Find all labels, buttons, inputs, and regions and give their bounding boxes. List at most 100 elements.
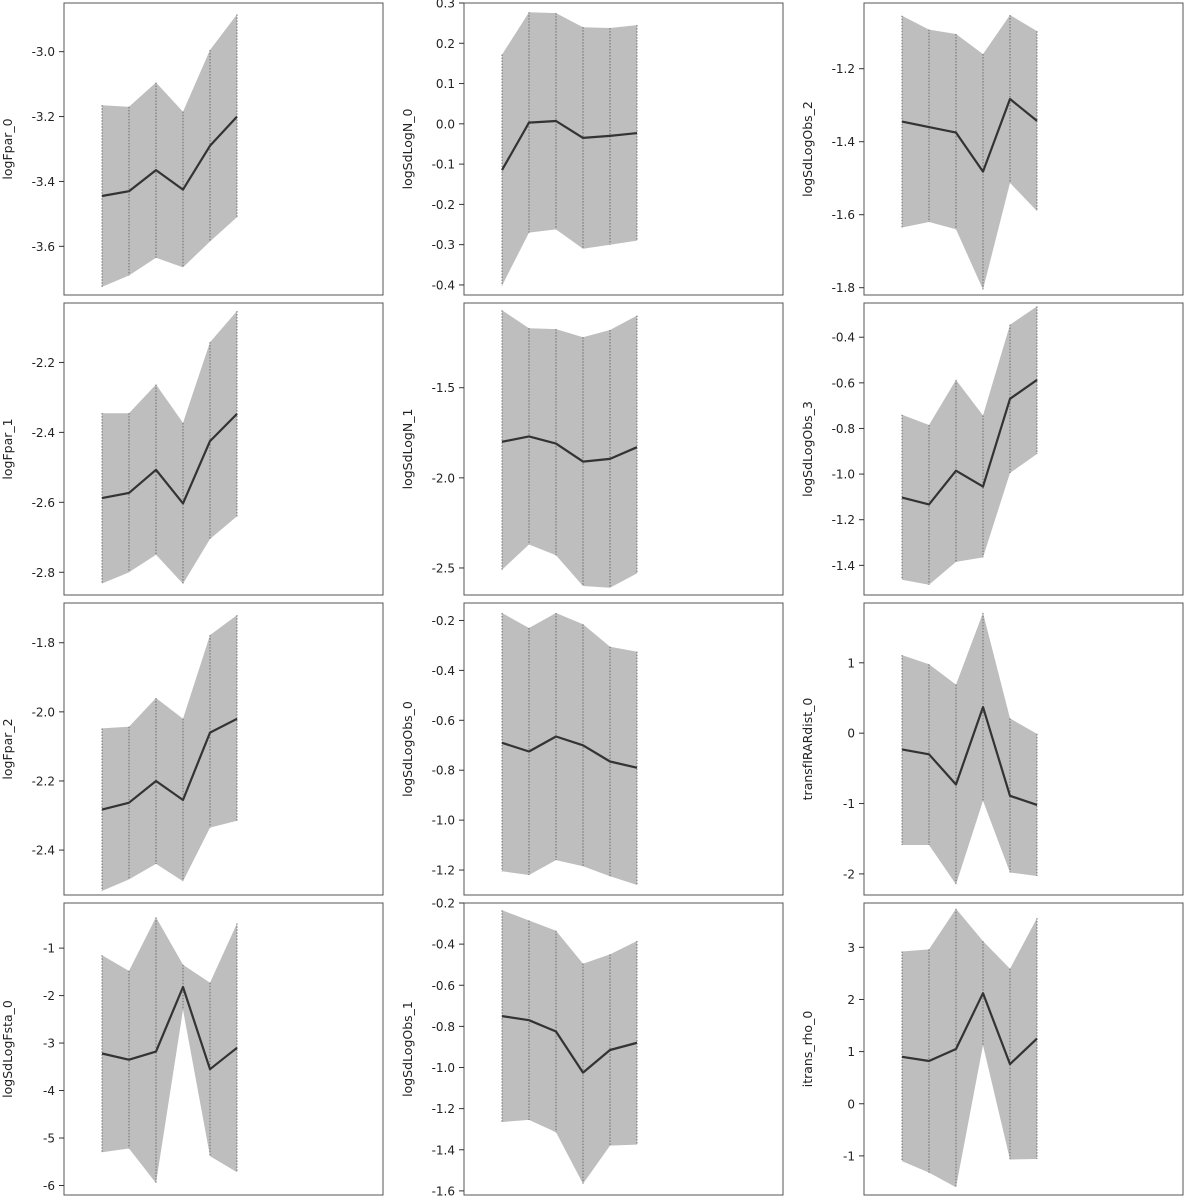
y-tick-label: -2.4 — [32, 844, 55, 858]
y-tick-label: -1.2 — [432, 864, 455, 878]
confidence-band — [902, 908, 1037, 1188]
panel-frame — [463, 602, 784, 896]
y-axis-label: logFpar_2 — [0, 718, 15, 779]
y-tick-label: -1.2 — [832, 62, 855, 76]
y-tick-label: -0.4 — [832, 331, 855, 345]
y-tick-label: -6 — [43, 1179, 55, 1193]
confidence-band — [502, 613, 637, 885]
panel-logSdLogN_0: -0.4 -0.3 -0.2 -0.1 0.0 0.1 0.2 0.3 logSdLogN_0 — [400, 0, 784, 296]
confidence-band — [502, 910, 637, 1184]
confidence-band — [502, 12, 637, 286]
y-tick-label: -0.1 — [432, 158, 455, 172]
y-axis-label: logSdLogFsta_0 — [0, 1000, 15, 1098]
panel-logSdLogObs_1: -1.6 -1.4 -1.2 -1.0 -0.8 -0.6 -0.4 -0.2 logSdLog… — [400, 897, 784, 1198]
confidence-band — [102, 917, 237, 1184]
y-tick-label: -1.6 — [432, 1184, 455, 1198]
confidence-band — [502, 310, 637, 588]
estimate-line — [101, 717, 238, 811]
y-axis-label: logFpar_0 — [0, 118, 15, 179]
estimate-line — [501, 435, 638, 463]
estimate-line — [101, 115, 238, 198]
y-tick-label: -0.2 — [432, 614, 455, 628]
y-tick-label: -0.6 — [432, 714, 455, 728]
y-tick-label: -1.6 — [832, 208, 855, 222]
y-axis-label: logSdLogObs_0 — [400, 701, 415, 797]
y-tick-label: -4 — [43, 1084, 55, 1098]
y-tick-label: 0.3 — [436, 0, 455, 11]
y-tick-label: -0.4 — [432, 278, 455, 292]
y-tick-label: -0.8 — [432, 1020, 455, 1034]
y-axis-label: itrans_rho_0 — [800, 1011, 815, 1088]
y-tick-label: -2.5 — [432, 561, 455, 575]
y-tick-label: -0.2 — [432, 198, 455, 212]
y-tick-label: -2.0 — [432, 471, 455, 485]
y-tick-label: -2.2 — [32, 774, 55, 788]
panel-logFpar_2: -2.4 -2.2 -2.0 -1.8 logFpar_2 — [0, 602, 384, 896]
confidence-band — [102, 311, 237, 584]
y-tick-label: -2.4 — [32, 426, 55, 440]
panel-transfIRARdist_0: -2 -1 0 1 transfIRARdist_0 — [800, 602, 1184, 896]
y-tick-label: -2 — [43, 989, 55, 1003]
panel-logSdLogObs_0: -1.2 -1.0 -0.8 -0.6 -0.4 -0.2 logSdLogObs_0 — [400, 602, 784, 896]
confidence-band — [902, 306, 1037, 585]
panel-frame — [63, 302, 384, 596]
estimate-line — [501, 119, 638, 171]
y-tick-label: -3.0 — [32, 45, 55, 59]
y-tick-label: -2.0 — [32, 705, 55, 719]
y-tick-label: -1.0 — [832, 468, 855, 482]
y-tick-label: -2.2 — [32, 356, 55, 370]
y-tick-label: -1.4 — [432, 1143, 455, 1157]
y-tick-label: -3 — [43, 1037, 55, 1051]
y-axis-label: transfIRARdist_0 — [800, 698, 815, 801]
y-tick-label: -1.2 — [832, 513, 855, 527]
y-tick-label: -5 — [43, 1132, 55, 1146]
y-tick-label: -1.0 — [432, 1061, 455, 1075]
y-tick-label: -0.6 — [432, 979, 455, 993]
y-tick-label: -3.2 — [32, 110, 55, 124]
estimate-line — [901, 705, 1038, 806]
estimate-line — [901, 992, 1038, 1066]
estimate-line — [101, 985, 238, 1071]
y-tick-label: 0.1 — [436, 77, 455, 91]
panel-frame — [463, 902, 784, 1196]
panel-logSdLogObs_2: -1.8 -1.6 -1.4 -1.2 logSdLogObs_2 — [800, 2, 1184, 296]
y-tick-label: -0.4 — [432, 938, 455, 952]
y-tick-label: 2 — [847, 993, 855, 1007]
y-tick-label: -3.6 — [32, 240, 55, 254]
panel-frame — [863, 302, 1184, 596]
y-tick-label: -1.8 — [32, 636, 55, 650]
y-axis-label: logSdLogObs_3 — [800, 401, 815, 497]
y-tick-label: 1 — [847, 1045, 855, 1059]
y-tick-label: 0 — [847, 727, 855, 741]
panel-logFpar_1: -2.8 -2.6 -2.4 -2.2 logFpar_1 — [0, 302, 384, 596]
y-tick-label: -1.4 — [832, 559, 855, 573]
panel-frame — [63, 902, 384, 1196]
y-tick-label: -1.0 — [432, 814, 455, 828]
y-tick-label: -0.8 — [432, 764, 455, 778]
y-axis-label: logSdLogN_1 — [400, 409, 415, 490]
panel-logSdLogObs_3: -1.4 -1.2 -1.0 -0.8 -0.6 -0.4 logSdLogObs_3 — [800, 302, 1184, 596]
estimate-line — [101, 413, 238, 505]
panel-itrans_rho_0: -1 0 1 2 3 itrans_rho_0 — [800, 902, 1184, 1196]
y-tick-label: -0.4 — [432, 664, 455, 678]
y-tick-label: 0 — [847, 1097, 855, 1111]
panel-frame — [863, 2, 1184, 296]
panel-frame — [463, 302, 784, 596]
estimate-line — [901, 378, 1038, 506]
y-tick-label: -1.2 — [432, 1102, 455, 1116]
y-tick-label: -2 — [843, 867, 855, 881]
y-tick-label: -1 — [843, 1149, 855, 1163]
y-tick-label: -0.6 — [832, 376, 855, 390]
y-tick-label: -2.6 — [32, 496, 55, 510]
panel-frame — [863, 902, 1184, 1196]
estimate-line — [501, 735, 638, 769]
y-tick-label: -0.2 — [432, 897, 455, 911]
estimate-line — [501, 1015, 638, 1074]
y-tick-label: -1 — [43, 942, 55, 956]
y-tick-label: -3.4 — [32, 175, 55, 189]
y-axis-label: logSdLogN_0 — [400, 109, 415, 190]
panel-frame — [463, 2, 784, 296]
panel-frame — [63, 602, 384, 896]
estimate-line — [901, 97, 1038, 173]
